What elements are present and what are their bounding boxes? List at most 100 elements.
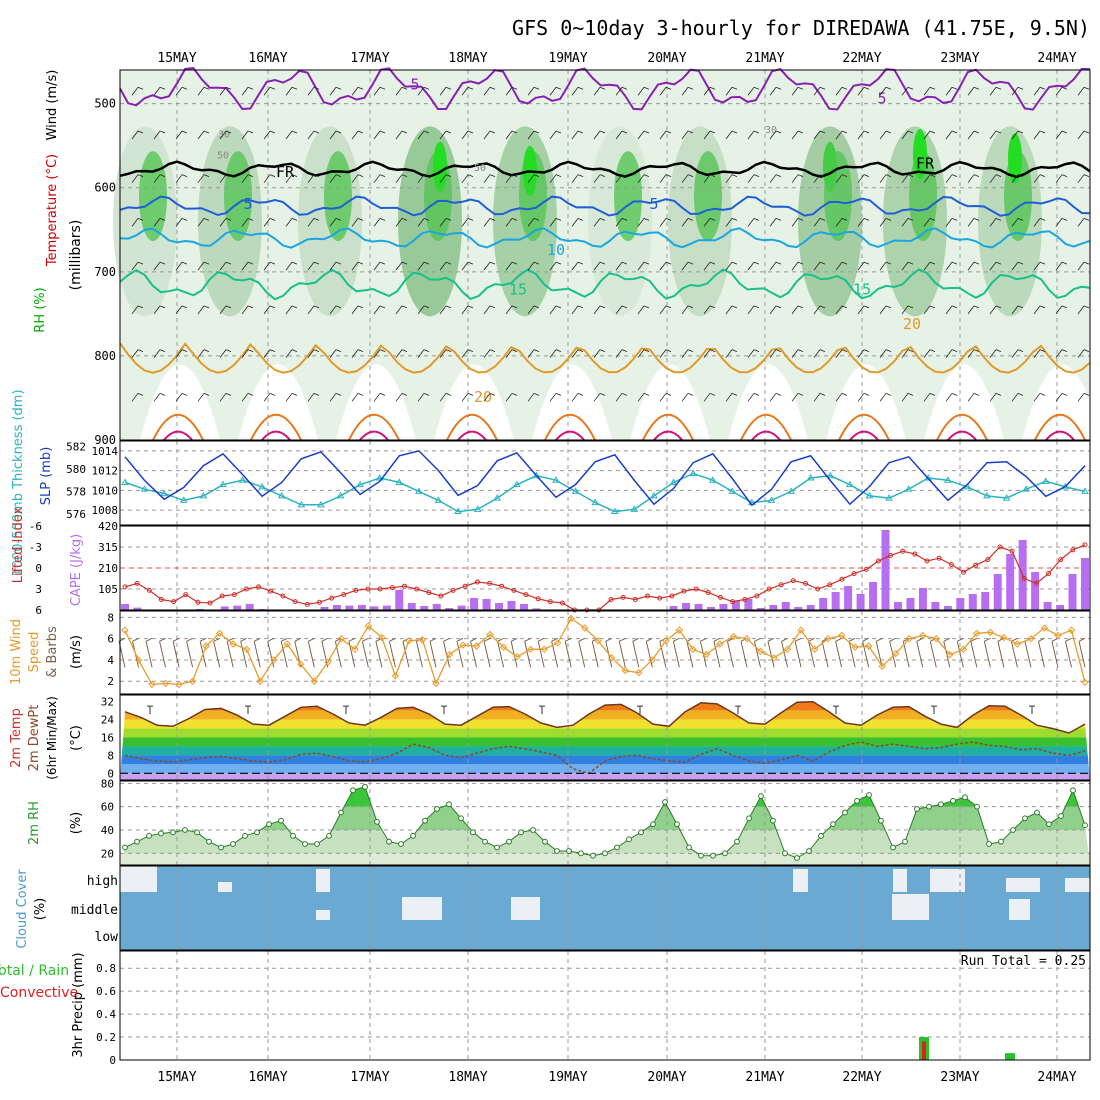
wind-barb bbox=[681, 130, 694, 140]
wind-speed-point bbox=[973, 629, 981, 638]
ylabel-temp-c: (6hr Min/Max) bbox=[45, 696, 59, 780]
wind-barb bbox=[175, 174, 188, 183]
wind-speed-point bbox=[756, 647, 765, 656]
warm-contour bbox=[838, 413, 890, 441]
y-tick-label-temp: 0 bbox=[107, 767, 114, 780]
wind-speed-point bbox=[499, 643, 508, 651]
series-thickness-point bbox=[297, 500, 306, 508]
y-tick-label-cape: 315 bbox=[98, 541, 118, 554]
wind-barb bbox=[637, 392, 650, 402]
wind-barb-10m bbox=[186, 637, 194, 668]
rh-point bbox=[554, 848, 560, 854]
wind-speed-point bbox=[1013, 640, 1022, 648]
rh-max-blob bbox=[1008, 133, 1022, 184]
rh-point bbox=[518, 829, 524, 836]
wind-speed-point bbox=[648, 656, 657, 664]
wind-barb bbox=[153, 305, 166, 315]
rh-point bbox=[266, 821, 272, 828]
wind-barb bbox=[857, 261, 870, 271]
ylabel-temp-b: 2m DewPt bbox=[27, 705, 42, 772]
wind-barb bbox=[593, 174, 606, 183]
cloud-gap bbox=[316, 869, 330, 892]
wind-barb bbox=[571, 174, 584, 183]
wind-barb-10m bbox=[754, 637, 761, 668]
ylabel-millibars: (millibars) bbox=[68, 220, 84, 291]
rh-point bbox=[590, 852, 596, 859]
cloud-gap bbox=[930, 869, 965, 892]
wind-barb bbox=[197, 349, 210, 358]
wind-barb bbox=[835, 86, 848, 96]
wind-barb bbox=[219, 261, 232, 271]
wind-barb-10m bbox=[429, 637, 437, 668]
warm-contour bbox=[250, 413, 302, 441]
ylabel-temp-d: (°C) bbox=[69, 725, 84, 751]
series-thickness-point bbox=[219, 480, 227, 488]
lifted-index-point bbox=[365, 586, 371, 592]
y-tick-label-thickness: 578 bbox=[66, 485, 86, 498]
wind-barb bbox=[725, 218, 738, 227]
temp-band bbox=[120, 701, 1090, 711]
x-tick-label-bottom: 24MAY bbox=[1037, 1070, 1076, 1085]
rh-point bbox=[506, 838, 512, 845]
cape-bar bbox=[1068, 574, 1077, 610]
wind-barb bbox=[395, 305, 408, 315]
wind-barb bbox=[373, 392, 386, 402]
wind-speed-point bbox=[878, 662, 886, 671]
ylabel-lifted-index: Lifted Index bbox=[11, 506, 26, 583]
wind-barb-10m bbox=[983, 637, 991, 668]
wind-barb bbox=[373, 261, 386, 271]
rh-high-blob bbox=[614, 151, 642, 242]
wind-barb bbox=[769, 86, 782, 96]
dry-shading bbox=[728, 364, 808, 440]
lifted-index-point bbox=[511, 587, 517, 593]
wind-barb bbox=[945, 305, 958, 315]
contour-label: 5 bbox=[243, 195, 252, 213]
wind-barb bbox=[351, 392, 364, 402]
y-tick-label-slp: 1012 bbox=[92, 465, 119, 478]
wind-barb bbox=[857, 130, 870, 140]
ylabel-thickness: 1000-500mb Thickness (dm) bbox=[11, 389, 26, 576]
contour-label: 15 bbox=[509, 281, 527, 299]
dry-shading bbox=[336, 364, 416, 440]
cape-bar bbox=[532, 608, 541, 610]
cape-bar bbox=[407, 603, 416, 610]
lifted-index-point bbox=[450, 587, 456, 593]
lifted-index-point bbox=[657, 595, 663, 601]
wind-barb bbox=[813, 130, 826, 140]
cloud-level-label: middle bbox=[71, 903, 118, 918]
wind-barb bbox=[483, 261, 496, 271]
wind-barb bbox=[791, 130, 804, 140]
lifted-index-point bbox=[875, 558, 881, 564]
series-thickness-point bbox=[493, 494, 502, 501]
wind-speed-point bbox=[405, 637, 413, 645]
lifted-index-point bbox=[146, 587, 152, 593]
wind-speed-point bbox=[310, 677, 319, 685]
wind-barb bbox=[791, 305, 804, 315]
wind-speed-point bbox=[513, 653, 521, 661]
wind-barb bbox=[747, 86, 760, 96]
wind-barb bbox=[1033, 174, 1046, 183]
wind-barb bbox=[351, 218, 364, 227]
ylabel-cloud-a: Cloud Cover bbox=[15, 869, 30, 949]
cape-bar bbox=[968, 594, 977, 610]
wind-barb-10m bbox=[618, 637, 626, 668]
lifted-index-point bbox=[936, 555, 942, 561]
lifted-index-point bbox=[948, 562, 954, 567]
y-tick-label-precip: 0.4 bbox=[96, 1008, 116, 1021]
wind-barb bbox=[769, 305, 782, 315]
wind-barb bbox=[153, 392, 166, 402]
cape-bar bbox=[420, 606, 429, 610]
wind-barb bbox=[593, 392, 606, 402]
y-tick-label: 700 bbox=[94, 265, 116, 279]
wind-barb bbox=[835, 305, 848, 315]
wind-barb bbox=[593, 261, 606, 271]
rh-point bbox=[1022, 815, 1028, 822]
wind-barb bbox=[197, 218, 210, 227]
lifted-index-point bbox=[329, 595, 335, 601]
wind-barb bbox=[131, 349, 144, 358]
wind-barb bbox=[769, 349, 782, 358]
wind-barb bbox=[549, 349, 562, 358]
wind-barb bbox=[483, 218, 496, 227]
cape-bar bbox=[1081, 558, 1089, 610]
series-slp bbox=[124, 450, 1086, 507]
